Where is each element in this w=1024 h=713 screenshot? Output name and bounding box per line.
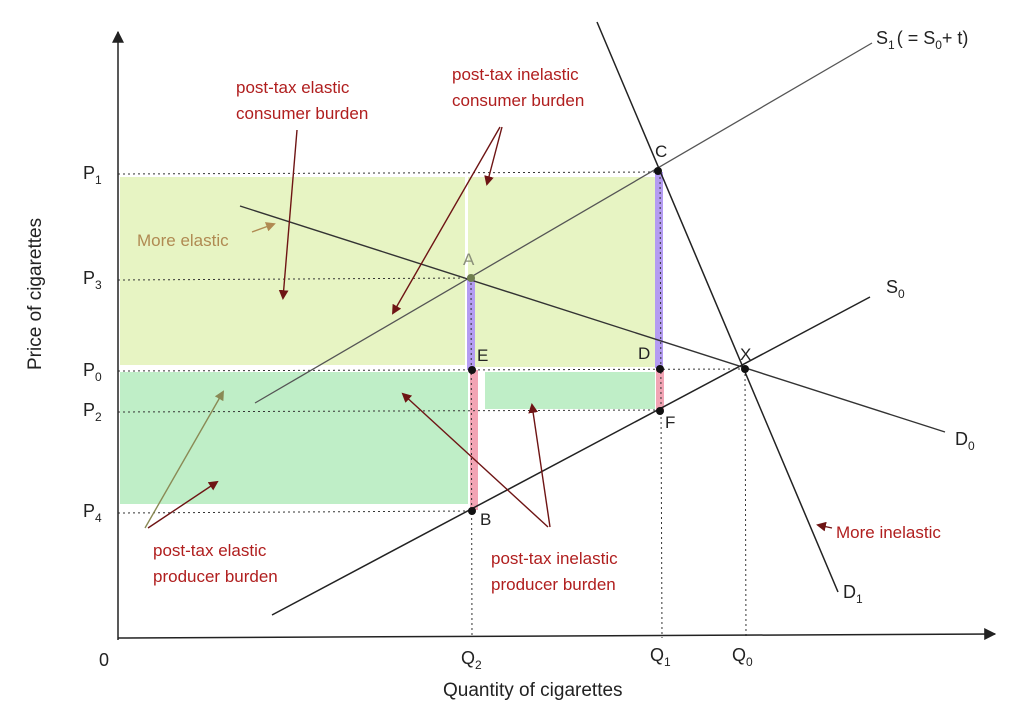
point-e-label: E	[477, 346, 488, 365]
producer-burden-area-elastic	[120, 372, 468, 504]
x-axis-title: Quantity of cigarettes	[443, 680, 623, 701]
arrow-inelastic-consumer-left	[392, 126, 501, 315]
curve-labels: S1( = S0+ t) S0 D0 D1	[843, 28, 975, 606]
annotation-arrows	[144, 126, 833, 532]
point-x-label: X	[740, 345, 751, 364]
tick-p2: P2	[83, 400, 102, 424]
origin-label: 0	[99, 650, 109, 670]
tick-p4: P4	[83, 501, 102, 525]
annotation-inelastic-consumer: post-tax inelastic consumer burden	[452, 65, 584, 110]
arrow-inelastic-consumer-right	[484, 126, 503, 186]
tick-q2: Q2	[461, 648, 482, 672]
curves	[239, 21, 946, 616]
quantity-ticks: Q2 Q1 Q0 0	[99, 645, 753, 672]
point-a-marker	[467, 274, 475, 282]
annotation-more-inelastic: More inelastic	[836, 523, 941, 542]
x-axis	[117, 628, 997, 641]
consumer-burden-area-inelastic	[468, 177, 658, 367]
arrow-more-inelastic	[816, 521, 833, 532]
guide-lines	[117, 171, 747, 639]
annotation-elastic-producer: post-tax elastic producer burden	[153, 541, 278, 586]
producer-burden-area-inelastic	[485, 372, 655, 409]
arrow-inelastic-producer-left	[401, 392, 549, 528]
point-b-marker	[468, 507, 476, 515]
point-x-marker	[741, 365, 749, 373]
label-s0: S0	[886, 277, 905, 301]
burden-shading	[120, 177, 658, 504]
supply-curve-s0	[271, 296, 871, 616]
point-b-label: B	[480, 510, 491, 529]
arrow-more-elastic	[251, 222, 276, 233]
arrow-elastic-consumer	[278, 129, 298, 300]
annotations: post-tax elastic consumer burden post-ta…	[137, 65, 941, 594]
point-c-label: C	[655, 142, 667, 161]
tick-p3: P3	[83, 268, 102, 292]
tick-q0: Q0	[732, 645, 753, 669]
axes	[112, 30, 997, 641]
label-d1: D1	[843, 582, 863, 606]
arrow-inelastic-producer-right	[528, 403, 551, 528]
point-e-marker	[468, 366, 476, 374]
supply-curve-s1	[254, 42, 873, 404]
point-c-marker	[654, 167, 662, 175]
label-s1: S1( = S0+ t)	[876, 28, 968, 52]
tick-p0: P0	[83, 360, 102, 384]
arrow-elastic-producer-top	[144, 390, 224, 529]
point-a-label: A	[463, 250, 475, 269]
tick-q1: Q1	[650, 645, 671, 669]
demand-curve-d1	[596, 21, 839, 593]
points: A B C D E F X	[463, 142, 751, 529]
point-f-label: F	[665, 413, 675, 432]
point-d-marker	[656, 365, 664, 373]
consumer-burden-area-elastic	[120, 177, 465, 365]
annotation-inelastic-producer: post-tax inelastic producer burden	[491, 549, 622, 594]
label-d0: D0	[955, 429, 975, 453]
annotation-more-elastic: More elastic	[137, 231, 229, 250]
price-ticks: P1 P3 P0 P2 P4	[83, 163, 102, 525]
y-axis-title: Price of cigarettes	[25, 218, 46, 370]
arrow-elastic-producer-bottom	[147, 480, 219, 529]
demand-curve-d0	[239, 205, 946, 433]
tick-p1: P1	[83, 163, 102, 187]
point-d-label: D	[638, 344, 650, 363]
annotation-elastic-consumer: post-tax elastic consumer burden	[236, 78, 368, 123]
point-f-marker	[656, 407, 664, 415]
